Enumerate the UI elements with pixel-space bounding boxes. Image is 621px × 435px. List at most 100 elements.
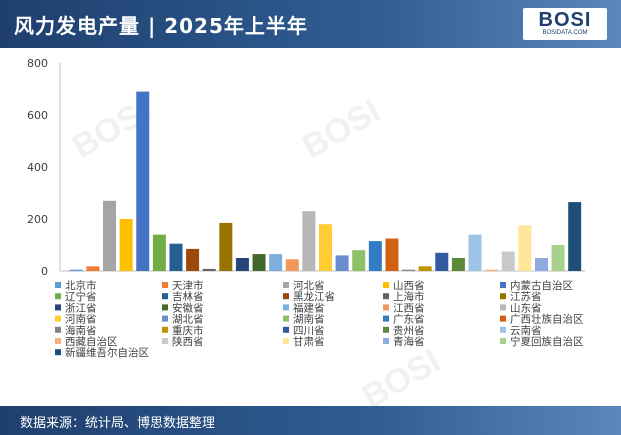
bar bbox=[352, 250, 366, 271]
brand-logo: BOSI BOSIDATA.COM bbox=[523, 8, 607, 40]
legend-label: 辽宁省 bbox=[65, 290, 97, 303]
legend-label: 重庆市 bbox=[172, 324, 204, 337]
bar bbox=[302, 211, 316, 271]
data-source-note: 数据来源：统计局、博思数据整理 bbox=[20, 416, 216, 431]
legend-swatch bbox=[383, 315, 389, 322]
bar bbox=[534, 258, 548, 271]
y-tick-label: 0 bbox=[41, 265, 48, 278]
legend-label: 陕西省 bbox=[172, 335, 204, 348]
legend-swatch bbox=[55, 338, 61, 344]
legend-label: 上海市 bbox=[393, 290, 425, 303]
bar bbox=[418, 266, 432, 271]
bar bbox=[551, 245, 565, 271]
legend-swatch bbox=[500, 326, 506, 333]
legend-swatch bbox=[500, 293, 506, 300]
legend-swatch bbox=[162, 304, 168, 311]
legend-swatch bbox=[383, 304, 389, 311]
legend-label: 西藏自治区 bbox=[65, 335, 118, 348]
legend-label: 江西省 bbox=[393, 301, 425, 314]
legend-swatch bbox=[55, 315, 61, 322]
y-tick-label: 600 bbox=[27, 109, 48, 122]
legend-label: 河北省 bbox=[293, 279, 325, 292]
legend-swatch bbox=[55, 293, 61, 300]
legend-label: 河南省 bbox=[65, 313, 97, 326]
bar bbox=[269, 254, 283, 271]
bar bbox=[568, 202, 582, 271]
legend-label: 安徽省 bbox=[172, 301, 204, 314]
bar bbox=[501, 251, 515, 271]
bar bbox=[69, 269, 83, 271]
legend-label: 吉林省 bbox=[172, 290, 204, 303]
legend-swatch bbox=[162, 315, 168, 322]
logo-wordmark: BOSI bbox=[538, 9, 592, 31]
bar bbox=[435, 252, 449, 271]
legend-label: 浙江省 bbox=[65, 301, 97, 314]
logo-tagline: BOSIDATA.COM bbox=[542, 30, 588, 36]
bar bbox=[368, 241, 382, 271]
legend-label: 湖北省 bbox=[172, 313, 204, 326]
bar bbox=[335, 255, 349, 271]
bar bbox=[186, 248, 200, 271]
legend-swatch bbox=[162, 282, 168, 288]
bar bbox=[219, 222, 233, 271]
legend-swatch bbox=[500, 338, 506, 344]
y-tick-label: 200 bbox=[27, 213, 48, 226]
legend-swatch bbox=[500, 282, 506, 288]
legend-label: 宁夏回族自治区 bbox=[510, 335, 584, 348]
bar bbox=[152, 234, 166, 271]
bar bbox=[385, 238, 399, 271]
legend-swatch bbox=[383, 282, 389, 288]
legend-swatch bbox=[162, 326, 168, 333]
legend-swatch bbox=[283, 326, 289, 333]
legend-label: 天津市 bbox=[172, 279, 204, 292]
legend-label: 黑龙江省 bbox=[293, 290, 335, 303]
bar bbox=[136, 91, 150, 271]
bar bbox=[103, 200, 117, 271]
legend-label: 新疆维吾尔自治区 bbox=[65, 346, 149, 359]
legend-swatch bbox=[283, 338, 289, 344]
legend-swatch bbox=[283, 282, 289, 288]
legend-label: 山西省 bbox=[393, 279, 425, 292]
legend-label: 青海省 bbox=[393, 335, 425, 348]
legend-label: 甘肃省 bbox=[293, 335, 325, 348]
legend-swatch bbox=[283, 315, 289, 322]
legend-swatch bbox=[500, 304, 506, 311]
bar bbox=[319, 224, 332, 271]
legend-swatch bbox=[55, 304, 61, 311]
bar bbox=[119, 219, 133, 271]
bar bbox=[202, 268, 216, 271]
y-tick-label: 800 bbox=[27, 57, 48, 70]
bar bbox=[518, 225, 532, 271]
legend-swatch bbox=[383, 293, 389, 300]
legend-label: 贵州省 bbox=[393, 324, 425, 337]
legend-swatch bbox=[283, 304, 289, 311]
bar bbox=[252, 254, 266, 271]
legend-label: 海南省 bbox=[65, 324, 97, 337]
legend-swatch bbox=[283, 293, 289, 300]
legend-label: 湖南省 bbox=[293, 313, 325, 326]
legend-label: 云南省 bbox=[510, 324, 542, 337]
legend-swatch bbox=[383, 338, 389, 344]
bar bbox=[468, 234, 482, 271]
legend-swatch bbox=[500, 315, 506, 322]
bar bbox=[451, 258, 465, 271]
bar bbox=[485, 269, 499, 271]
y-tick-label: 400 bbox=[27, 161, 48, 174]
footer-bar: 数据来源：统计局、博思数据整理 bbox=[0, 406, 621, 435]
legend-label: 北京市 bbox=[65, 279, 97, 292]
header-bar: 风力发电产量 | 2025年上半年 BOSI BOSIDATA.COM bbox=[0, 0, 621, 48]
legend-label: 四川省 bbox=[293, 324, 325, 337]
bar bbox=[402, 269, 416, 271]
legend-swatch bbox=[55, 349, 61, 356]
legend-label: 山东省 bbox=[510, 301, 542, 314]
legend-label: 内蒙古自治区 bbox=[510, 279, 573, 292]
bar bbox=[86, 266, 100, 271]
legend-label: 广东省 bbox=[393, 313, 425, 326]
legend-swatch bbox=[55, 326, 61, 333]
legend-swatch bbox=[162, 293, 168, 300]
legend-label: 广西壮族自治区 bbox=[510, 313, 584, 326]
bar bbox=[169, 243, 183, 271]
legend-swatch bbox=[383, 326, 389, 333]
legend-swatch bbox=[162, 338, 168, 344]
